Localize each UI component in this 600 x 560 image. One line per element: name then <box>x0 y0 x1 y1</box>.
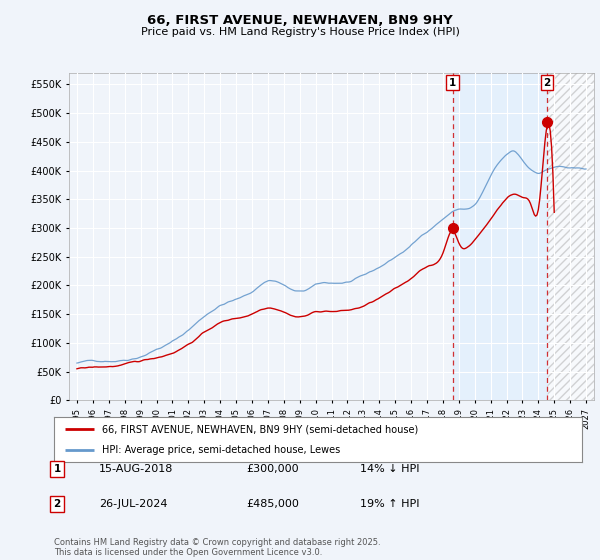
Text: 15-AUG-2018: 15-AUG-2018 <box>99 464 173 474</box>
Text: 19% ↑ HPI: 19% ↑ HPI <box>360 499 419 509</box>
Bar <box>547 73 594 400</box>
Text: 1: 1 <box>449 78 457 88</box>
Text: 66, FIRST AVENUE, NEWHAVEN, BN9 9HY (semi-detached house): 66, FIRST AVENUE, NEWHAVEN, BN9 9HY (sem… <box>101 424 418 435</box>
Text: Contains HM Land Registry data © Crown copyright and database right 2025.
This d: Contains HM Land Registry data © Crown c… <box>54 538 380 557</box>
Text: 2: 2 <box>544 78 551 88</box>
Text: £485,000: £485,000 <box>246 499 299 509</box>
Text: £300,000: £300,000 <box>246 464 299 474</box>
Text: 2: 2 <box>53 499 61 509</box>
Text: 14% ↓ HPI: 14% ↓ HPI <box>360 464 419 474</box>
Text: 26-JUL-2024: 26-JUL-2024 <box>99 499 167 509</box>
Bar <box>453 73 547 400</box>
Text: 66, FIRST AVENUE, NEWHAVEN, BN9 9HY: 66, FIRST AVENUE, NEWHAVEN, BN9 9HY <box>147 14 453 27</box>
Text: HPI: Average price, semi-detached house, Lewes: HPI: Average price, semi-detached house,… <box>101 445 340 455</box>
Text: Price paid vs. HM Land Registry's House Price Index (HPI): Price paid vs. HM Land Registry's House … <box>140 27 460 37</box>
Text: 1: 1 <box>53 464 61 474</box>
